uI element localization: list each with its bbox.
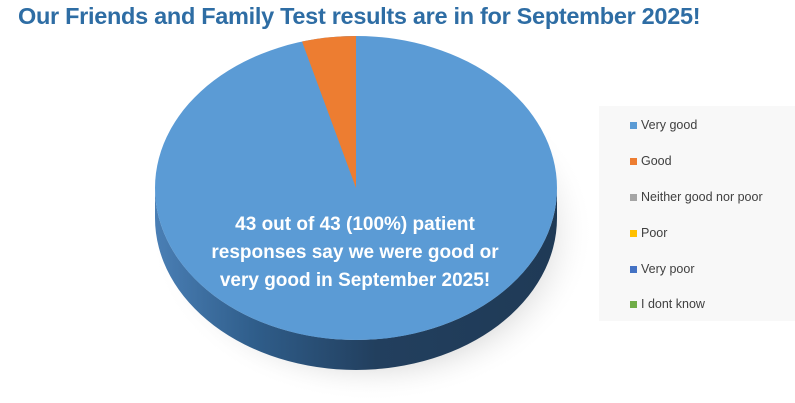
annotation-line-2: responses say we were good or (211, 242, 499, 263)
legend-item-dont-know: I dont know (630, 297, 705, 311)
legend-label: Very poor (641, 262, 695, 276)
legend-swatch-icon (630, 121, 637, 129)
annotation-line-1: 43 out of 43 (100%) patient (235, 214, 475, 235)
chart-annotation: 43 out of 43 (100%) patient responses sa… (190, 211, 520, 295)
legend-swatch-icon (630, 229, 637, 237)
legend-label: Neither good nor poor (641, 190, 763, 204)
pie-side (155, 188, 557, 370)
annotation-line-3: very good in September 2025! (219, 270, 491, 291)
legend-item-neither: Neither good nor poor (630, 190, 763, 204)
legend-swatch-icon (630, 193, 637, 201)
legend-swatch-icon (630, 157, 637, 165)
legend-swatch-icon (630, 265, 637, 273)
legend-item-very-good: Very good (630, 118, 697, 132)
legend-swatch-icon (630, 300, 637, 308)
chart-legend: Very good Good Neither good nor poor Poo… (599, 106, 795, 321)
pie-slice-good (302, 35, 356, 189)
legend-item-good: Good (630, 154, 672, 168)
legend-item-poor: Poor (630, 226, 667, 240)
legend-label: Poor (641, 226, 668, 240)
page-title: Our Friends and Family Test results are … (18, 3, 701, 29)
legend-label: Very good (641, 118, 698, 132)
legend-label: I dont know (641, 297, 705, 311)
legend-label: Good (641, 154, 672, 168)
legend-item-very-poor: Very poor (630, 262, 695, 276)
